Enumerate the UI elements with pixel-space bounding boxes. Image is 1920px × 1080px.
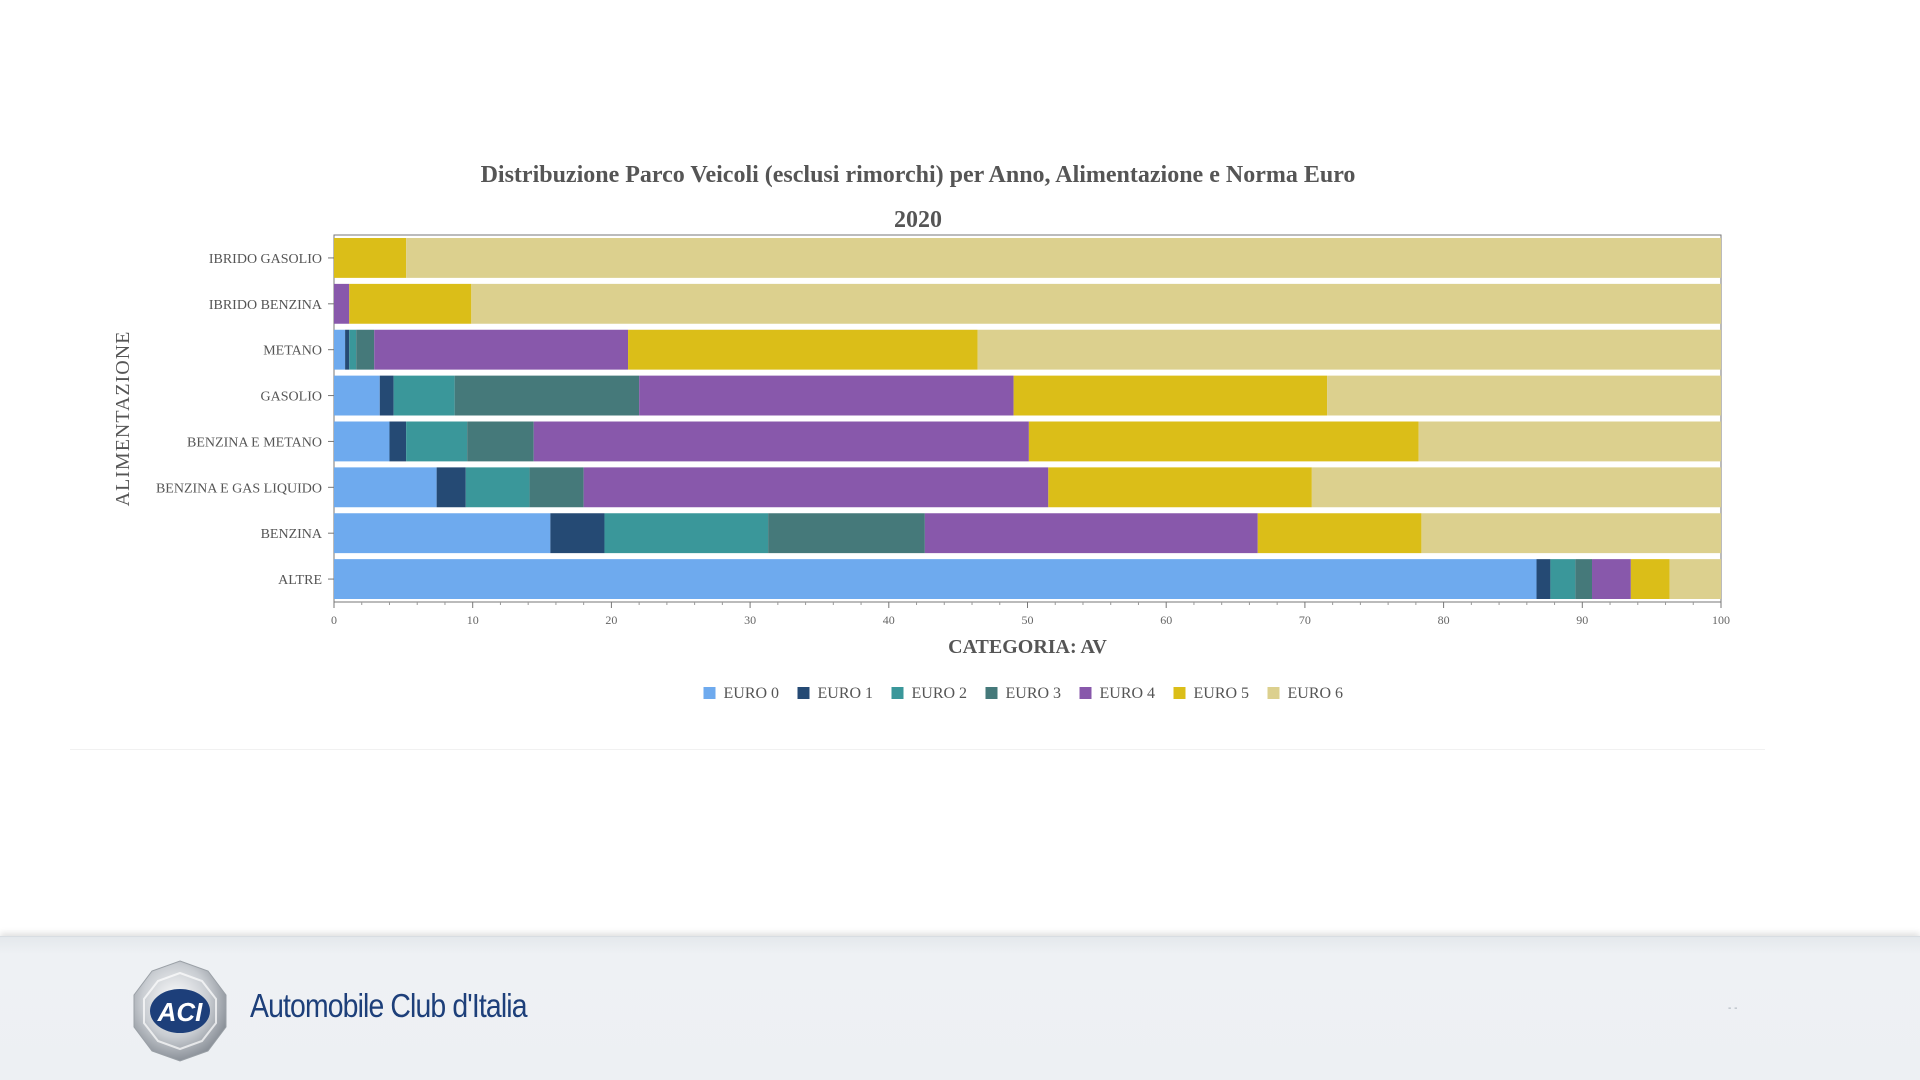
bar-segment bbox=[550, 513, 605, 554]
bar-segment bbox=[334, 467, 437, 508]
bar-segment bbox=[465, 467, 530, 508]
legend-swatch bbox=[1267, 687, 1280, 699]
x-tick-label: 70 bbox=[1299, 613, 1311, 627]
bar-segment bbox=[1327, 375, 1721, 416]
bar-segment bbox=[334, 513, 551, 554]
bar-segment bbox=[356, 329, 375, 370]
bar-segment bbox=[406, 238, 1721, 278]
bar-segment bbox=[924, 513, 1258, 554]
bar-segment bbox=[334, 375, 380, 416]
x-tick-label: 40 bbox=[883, 613, 895, 627]
x-tick-label: 50 bbox=[1022, 613, 1034, 627]
aci-logo[interactable]: ACI bbox=[128, 959, 232, 1063]
bar-segment bbox=[1550, 559, 1576, 599]
footer-dots: - - bbox=[1728, 1003, 1738, 1014]
bar-segment bbox=[1257, 513, 1422, 554]
legend-swatch bbox=[985, 687, 998, 699]
legend-swatch bbox=[1173, 687, 1186, 699]
legend-swatch bbox=[797, 687, 810, 699]
bar-segment bbox=[467, 421, 534, 462]
legend-swatch bbox=[1079, 687, 1092, 699]
legend-label: EURO 3 bbox=[1006, 685, 1062, 702]
bar-segment bbox=[349, 283, 472, 324]
bar-segment bbox=[1592, 559, 1631, 599]
y-tick-label: IBRIDO GASOLIO bbox=[209, 252, 322, 267]
bar-segment bbox=[1575, 559, 1593, 599]
bar-segment bbox=[334, 421, 390, 462]
bar-segment bbox=[436, 467, 466, 508]
bar-segment bbox=[349, 329, 357, 370]
legend-label: EURO 5 bbox=[1194, 685, 1250, 702]
bar-segment bbox=[1421, 513, 1721, 554]
x-tick-label: 20 bbox=[605, 613, 617, 627]
legend-swatch bbox=[703, 687, 716, 699]
logo-text: ACI bbox=[157, 997, 204, 1027]
bar-segment bbox=[393, 375, 455, 416]
bar-segment bbox=[604, 513, 769, 554]
stacked-bar-chart: IBRIDO GASOLIO IBRIDO BENZINA METANO GASOLI… bbox=[112, 234, 1730, 702]
y-tick-label: IBRIDO BENZINA bbox=[209, 298, 323, 313]
bar-segment bbox=[334, 559, 1537, 599]
legend-label: EURO 0 bbox=[724, 685, 780, 702]
bar-segment bbox=[533, 421, 1029, 462]
y-tick-label: ALTRE bbox=[278, 573, 322, 588]
bar-segment bbox=[1630, 559, 1670, 599]
legend-swatch bbox=[891, 687, 904, 699]
bar-segment bbox=[1048, 467, 1312, 508]
bar-segment bbox=[389, 421, 407, 462]
chart-title: Distribuzione Parco Veicoli (esclusi rim… bbox=[480, 162, 1356, 188]
bar-segment bbox=[345, 329, 350, 370]
x-tick-label: 60 bbox=[1160, 613, 1172, 627]
bar-segment bbox=[1013, 375, 1328, 416]
bar-segment bbox=[471, 283, 1721, 324]
bar-segment bbox=[529, 467, 584, 508]
bar-segment bbox=[1669, 559, 1721, 599]
legend-label: EURO 2 bbox=[912, 685, 968, 702]
bar-segment bbox=[1418, 421, 1721, 462]
y-tick-label: BENZINA E GAS LIQUIDO bbox=[156, 481, 322, 496]
bar-segment bbox=[1028, 421, 1419, 462]
chart-container: Distribuzione Parco Veicoli (esclusi rim… bbox=[112, 162, 1730, 702]
bar-segment bbox=[1536, 559, 1551, 599]
bar-segment bbox=[406, 421, 468, 462]
bar-segment bbox=[334, 283, 350, 324]
bar-segment bbox=[379, 375, 394, 416]
x-tick-label: 80 bbox=[1438, 613, 1450, 627]
bar-segment bbox=[977, 329, 1721, 370]
legend-label: EURO 1 bbox=[818, 685, 874, 702]
y-tick-label: BENZINA bbox=[261, 527, 323, 542]
brand-name: Automobile Club d'Italia bbox=[250, 987, 527, 1024]
bar-segment bbox=[639, 375, 1014, 416]
bar-segment bbox=[768, 513, 925, 554]
y-tick-label: METANO bbox=[263, 344, 322, 359]
bar-segment bbox=[583, 467, 1049, 508]
bar-segment bbox=[628, 329, 978, 370]
footer: ACI Automobile Club d'Italia - - bbox=[0, 936, 1920, 1080]
x-tick-label: 10 bbox=[467, 613, 479, 627]
x-tick-label: 90 bbox=[1576, 613, 1588, 627]
x-tick-label: 30 bbox=[744, 613, 756, 627]
x-tick-label: 0 bbox=[331, 613, 337, 627]
bar-segment bbox=[1311, 467, 1721, 508]
x-axis-label: CATEGORIA: AV bbox=[948, 636, 1107, 658]
bar-segment bbox=[334, 329, 346, 370]
y-tick-label: BENZINA E METANO bbox=[187, 435, 322, 450]
bar-segment bbox=[334, 238, 407, 278]
y-tick-label: GASOLIO bbox=[261, 390, 322, 405]
chart-subtitle: 2020 bbox=[894, 207, 942, 233]
bar-segment bbox=[454, 375, 640, 416]
x-tick-label: 100 bbox=[1712, 613, 1730, 627]
separator-line bbox=[70, 749, 1765, 750]
legend-label: EURO 6 bbox=[1288, 685, 1344, 702]
legend-label: EURO 4 bbox=[1100, 685, 1156, 702]
y-axis-label: ALIMENTAZIONE bbox=[112, 331, 134, 507]
bar-segment bbox=[374, 329, 629, 370]
